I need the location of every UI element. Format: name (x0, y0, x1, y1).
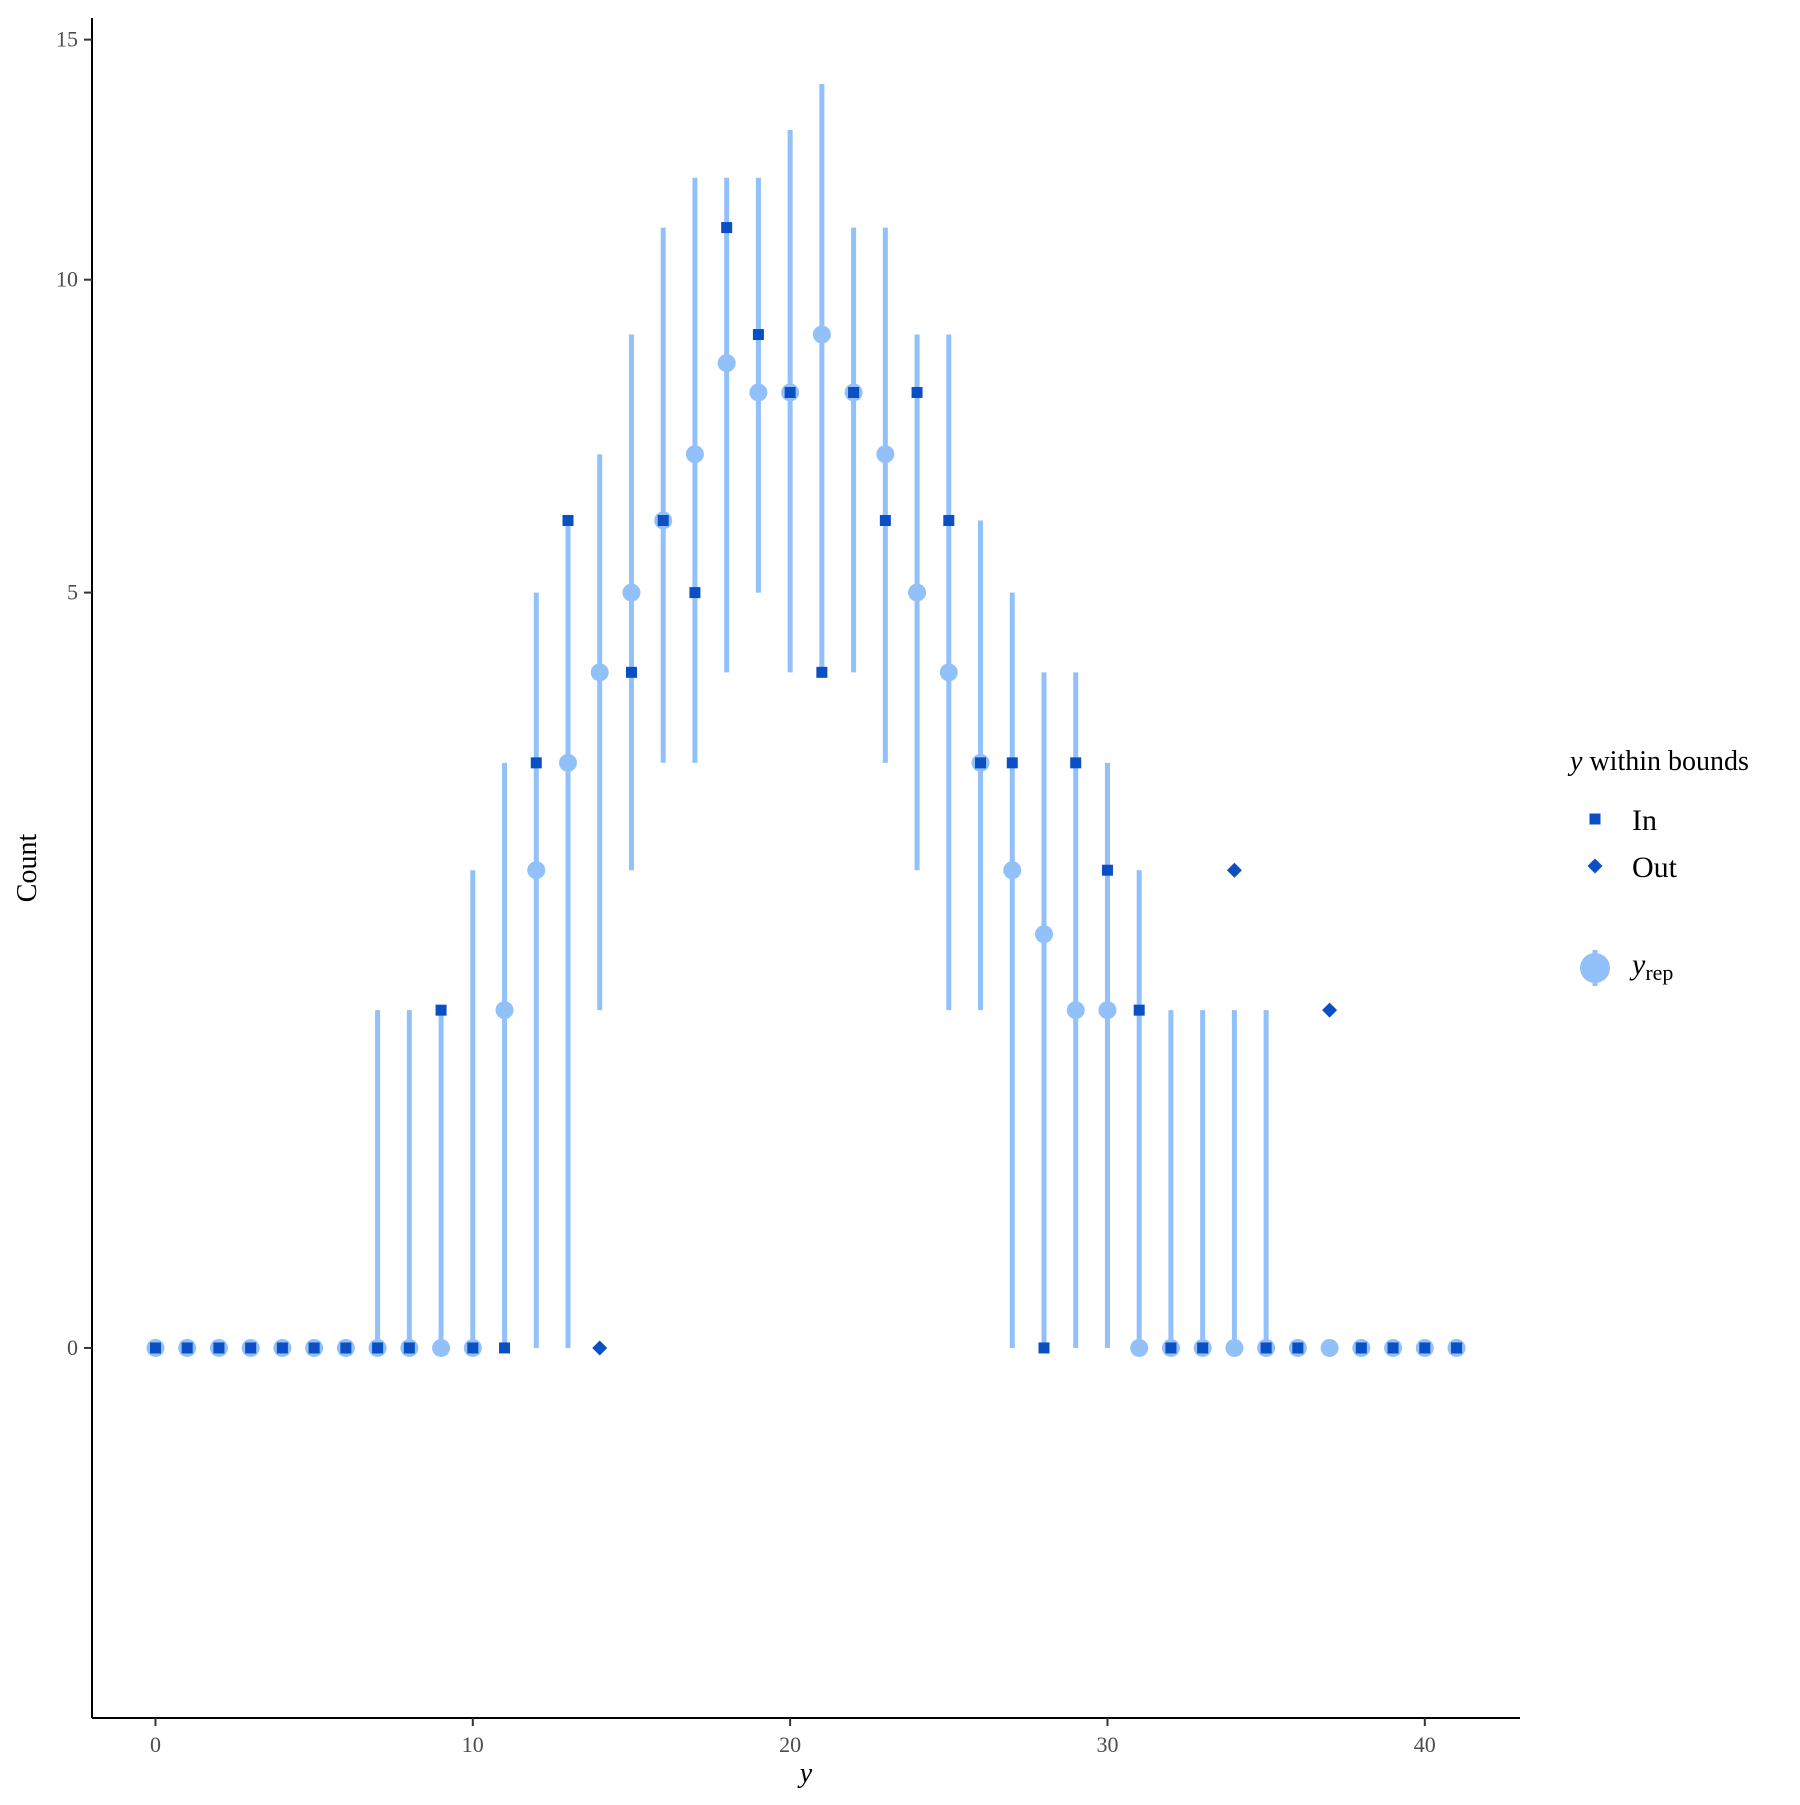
yrep-median-point (685, 445, 704, 464)
observed-point-in (784, 386, 796, 398)
yrep-median-point (1003, 861, 1022, 880)
observed-point-in (911, 386, 923, 398)
observed-point-in (1387, 1342, 1399, 1354)
observed-point-out (1322, 1002, 1338, 1018)
observed-point-out (592, 1340, 608, 1356)
yrep-median-point (908, 583, 927, 602)
observed-point-in (1101, 864, 1113, 876)
observed-point-in (1260, 1342, 1272, 1354)
legend-label-out: Out (1632, 851, 1678, 884)
y-tick-label: 5 (67, 580, 78, 605)
observed-point-in (1133, 1004, 1145, 1016)
yrep-median-point (527, 861, 546, 880)
legend-key-in (1589, 813, 1601, 825)
observed-point-in (1419, 1342, 1431, 1354)
observed-point-in (340, 1342, 352, 1354)
x-axis-title: y (797, 1758, 813, 1789)
observed-point-in (689, 587, 701, 599)
observed-point-in (848, 386, 860, 398)
observed-point-in (1355, 1342, 1367, 1354)
observed-point-in (816, 666, 828, 678)
yrep-median-point (1098, 1001, 1117, 1020)
yrep-median-point (432, 1338, 451, 1357)
x-axis-ticks: 0 10 20 30 40 (150, 1718, 1436, 1757)
observed-point-in (181, 1342, 193, 1354)
yrep-median-point (559, 753, 577, 772)
yrep-median-point (1035, 925, 1053, 944)
legend-title-italic: y (1567, 746, 1583, 777)
x-tick-label: 10 (462, 1732, 484, 1757)
yrep-median-point (749, 383, 768, 402)
observed-point-in (943, 514, 955, 526)
yrep-median-point (939, 663, 958, 682)
legend: y within bounds In Out yrep (1567, 746, 1749, 986)
observed-point-in (1451, 1342, 1463, 1354)
observed-point-in (1038, 1342, 1050, 1354)
observed-point-in (1292, 1342, 1304, 1354)
y-tick-label: 0 (67, 1335, 78, 1360)
yrep-median-point (495, 1001, 514, 1020)
observed-point-in (245, 1342, 257, 1354)
observed-point-in (1165, 1342, 1177, 1354)
x-tick-label: 40 (1414, 1732, 1436, 1757)
observed-point-in (435, 1004, 447, 1016)
yrep-median-point (622, 583, 641, 602)
observed-point-in (149, 1342, 161, 1354)
observed-point-in (752, 329, 764, 341)
observed-point-in (403, 1342, 415, 1354)
yrep-median-point (812, 325, 831, 344)
yrep-median-point (717, 354, 736, 373)
legend-title-rest: within bounds (1582, 746, 1748, 777)
observed-point-in (1070, 757, 1082, 769)
y-tick-label: 15 (56, 27, 78, 52)
observed-point-in (499, 1342, 511, 1354)
legend-title: y within bounds (1567, 746, 1749, 777)
observed-point-in (372, 1342, 384, 1354)
legend-key-out (1587, 858, 1603, 874)
observed-point-in (721, 222, 733, 234)
legend-label-yrep: yrep (1629, 948, 1673, 985)
y-axis-title: Count (12, 834, 43, 903)
observed-point-in (1197, 1342, 1209, 1354)
observed-point-in (467, 1342, 479, 1354)
y-axis-ticks: 0 5 10 15 (56, 27, 92, 1360)
yrep-median-point (1320, 1338, 1339, 1357)
observed-layer (149, 222, 1463, 1356)
observed-point-in (308, 1342, 320, 1354)
observed-point-in (562, 514, 574, 526)
yrep-median-point (1130, 1338, 1149, 1357)
legend-yrep-main: y (1629, 948, 1646, 981)
yrep-median-point (876, 445, 895, 464)
observed-point-in (276, 1342, 288, 1354)
observed-point-in (657, 514, 669, 526)
legend-label-in: In (1632, 804, 1657, 837)
x-tick-label: 30 (1096, 1732, 1118, 1757)
yrep-median-point (1225, 1338, 1244, 1357)
y-tick-label: 10 (56, 267, 78, 292)
interval-layer (375, 83, 1269, 1348)
legend-key-yrep-dot (1580, 953, 1610, 983)
yrep-median-point (1066, 1001, 1085, 1020)
observed-point-in (975, 757, 987, 769)
observed-point-in (879, 514, 891, 526)
observed-point-in (213, 1342, 225, 1354)
x-tick-label: 0 (150, 1732, 161, 1757)
axes: 0 10 20 30 40 0 5 10 15 (56, 18, 1520, 1757)
legend-yrep-sub: rep (1645, 960, 1673, 985)
observed-point-in (1006, 757, 1018, 769)
x-tick-label: 20 (779, 1732, 801, 1757)
observed-point-out (1226, 862, 1242, 878)
yrep-median-point (590, 663, 609, 682)
observed-point-in (530, 757, 542, 769)
observed-point-in (625, 666, 637, 678)
